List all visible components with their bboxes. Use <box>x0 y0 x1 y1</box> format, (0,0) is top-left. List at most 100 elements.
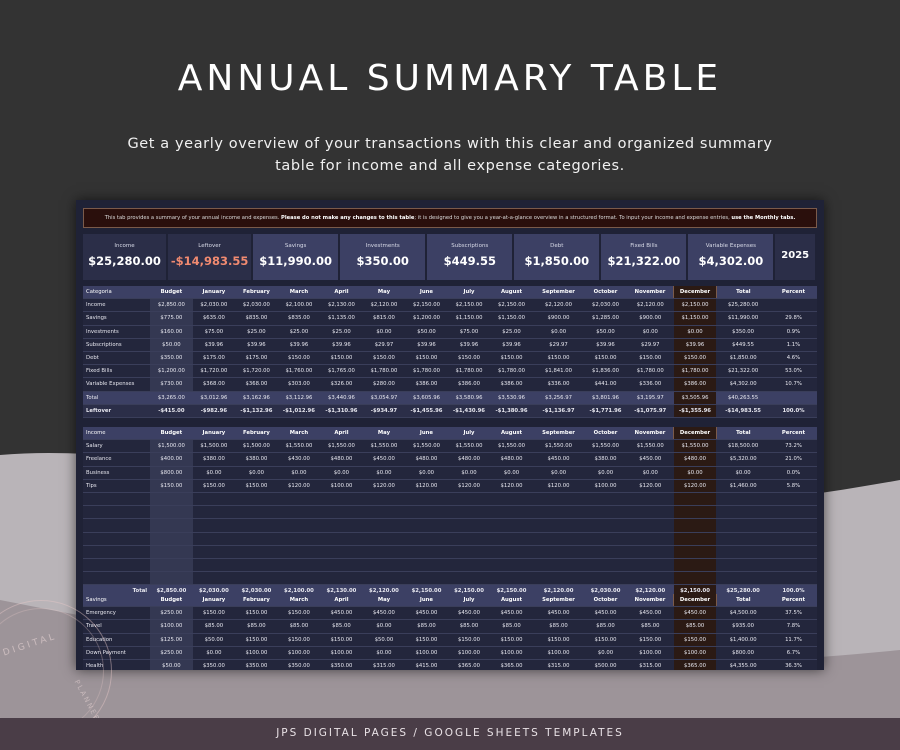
table-cell[interactable]: $150.00 <box>447 633 491 647</box>
table-cell[interactable] <box>83 571 151 586</box>
table-cell[interactable]: $1,841.00 <box>532 364 585 379</box>
table-cell[interactable]: -$1,012.96 <box>277 404 321 418</box>
table-cell[interactable]: $1,200.00 <box>405 311 448 326</box>
table-cell[interactable]: -$934.97 <box>362 404 406 418</box>
table-cell[interactable]: $835.00 <box>235 311 278 326</box>
table-cell[interactable]: $85.00 <box>584 619 627 634</box>
table-cell[interactable]: $1,550.00 <box>320 439 363 454</box>
table-cell[interactable]: $380.00 <box>192 452 236 467</box>
table-cell[interactable]: $450.00 <box>626 452 674 467</box>
table-cell[interactable]: $450.00 <box>532 452 585 467</box>
table-cell[interactable] <box>532 545 585 559</box>
table-cell[interactable]: $1,780.00 <box>673 364 717 379</box>
table-cell[interactable]: $150.00 <box>447 351 491 366</box>
table-cell[interactable]: $100.00 <box>447 646 491 660</box>
table-cell[interactable] <box>405 492 448 507</box>
table-cell[interactable] <box>626 558 674 573</box>
table-cell[interactable]: $150.00 <box>192 606 236 621</box>
table-cell[interactable]: $120.00 <box>405 479 448 493</box>
table-cell[interactable]: $85.00 <box>626 619 674 634</box>
table-cell[interactable]: $1,150.00 <box>673 311 717 326</box>
table-cell[interactable] <box>584 571 627 586</box>
table-cell[interactable] <box>150 558 193 573</box>
table-cell[interactable]: $350.00 <box>716 325 770 339</box>
table-cell[interactable]: $480.00 <box>320 452 363 467</box>
table-cell[interactable]: $2,120.00 <box>362 298 406 313</box>
table-cell[interactable] <box>235 492 278 507</box>
table-cell[interactable]: $2,850.00 <box>150 298 193 313</box>
table-cell[interactable]: $150.00 <box>150 479 193 493</box>
table-cell[interactable]: $2,150.00 <box>447 298 491 313</box>
table-cell[interactable]: $120.00 <box>277 479 321 493</box>
table-cell[interactable] <box>192 532 236 546</box>
table-cell[interactable] <box>235 545 278 559</box>
table-cell[interactable] <box>447 505 491 520</box>
table-cell[interactable]: $120.00 <box>673 479 717 493</box>
table-cell[interactable]: $85.00 <box>277 619 321 634</box>
table-cell[interactable]: $150.00 <box>405 351 448 366</box>
table-cell[interactable] <box>532 492 585 507</box>
table-cell[interactable] <box>447 518 491 533</box>
table-cell[interactable] <box>277 492 321 507</box>
table-cell[interactable] <box>769 391 817 405</box>
table-cell[interactable]: $800.00 <box>716 646 770 660</box>
table-cell[interactable]: $365.00 <box>490 659 533 670</box>
table-cell[interactable]: $365.00 <box>673 659 717 670</box>
table-cell[interactable] <box>320 505 363 520</box>
table-cell[interactable] <box>532 505 585 520</box>
table-cell[interactable]: 53.0% <box>769 364 817 379</box>
table-cell[interactable]: $800.00 <box>150 466 193 480</box>
table-cell[interactable]: $0.00 <box>362 325 406 339</box>
table-cell[interactable]: $368.00 <box>235 377 278 392</box>
table-cell[interactable]: $2,030.00 <box>584 298 627 313</box>
table-cell[interactable] <box>362 571 406 586</box>
table-cell[interactable]: $386.00 <box>490 377 533 392</box>
table-cell[interactable]: $150.00 <box>362 351 406 366</box>
table-cell[interactable] <box>277 571 321 586</box>
table-cell[interactable]: $315.00 <box>362 659 406 670</box>
table-cell[interactable]: $3,012.96 <box>192 391 236 405</box>
table-cell[interactable]: $350.00 <box>150 351 193 366</box>
table-cell[interactable]: $0.00 <box>673 325 717 339</box>
table-cell[interactable]: $150.00 <box>532 351 585 366</box>
table-cell[interactable]: $1,200.00 <box>150 364 193 379</box>
table-cell[interactable]: $1,500.00 <box>150 439 193 454</box>
table-cell[interactable]: $39.96 <box>320 338 363 352</box>
table-cell[interactable] <box>716 492 770 507</box>
table-cell[interactable] <box>277 518 321 533</box>
table-cell[interactable] <box>673 505 717 520</box>
table-cell[interactable]: $29.97 <box>626 338 674 352</box>
table-cell[interactable]: $1,550.00 <box>490 439 533 454</box>
table-cell[interactable]: $2,100.00 <box>277 298 321 313</box>
table-cell[interactable]: $150.00 <box>532 633 585 647</box>
table-cell[interactable] <box>235 532 278 546</box>
table-cell[interactable] <box>405 545 448 559</box>
table-cell[interactable]: $835.00 <box>277 311 321 326</box>
table-cell[interactable]: 6.7% <box>769 646 817 660</box>
table-cell[interactable] <box>320 558 363 573</box>
table-cell[interactable]: $120.00 <box>490 479 533 493</box>
table-cell[interactable]: $1,550.00 <box>673 439 717 454</box>
table-cell[interactable]: $25.00 <box>490 325 533 339</box>
table-cell[interactable]: $75.00 <box>192 325 236 339</box>
table-cell[interactable]: $336.00 <box>532 377 585 392</box>
table-cell[interactable] <box>490 532 533 546</box>
table-cell[interactable] <box>626 532 674 546</box>
table-cell[interactable]: $1,780.00 <box>626 364 674 379</box>
table-cell[interactable]: $100.00 <box>320 646 363 660</box>
table-cell[interactable]: $326.00 <box>320 377 363 392</box>
table-cell[interactable]: $336.00 <box>626 377 674 392</box>
table-cell[interactable]: -$1,771.96 <box>584 404 627 418</box>
table-cell[interactable]: $480.00 <box>447 452 491 467</box>
table-cell[interactable]: $29.97 <box>362 338 406 352</box>
table-cell[interactable] <box>150 505 193 520</box>
table-cell[interactable]: $85.00 <box>235 619 278 634</box>
table-cell[interactable]: $350.00 <box>192 659 236 670</box>
table-cell[interactable] <box>320 532 363 546</box>
table-cell[interactable] <box>673 571 717 586</box>
table-cell[interactable] <box>277 532 321 546</box>
table-cell[interactable]: $775.00 <box>150 311 193 326</box>
table-cell[interactable]: $450.00 <box>584 606 627 621</box>
table-cell[interactable]: $85.00 <box>320 619 363 634</box>
table-cell[interactable]: 36.3% <box>769 659 817 670</box>
